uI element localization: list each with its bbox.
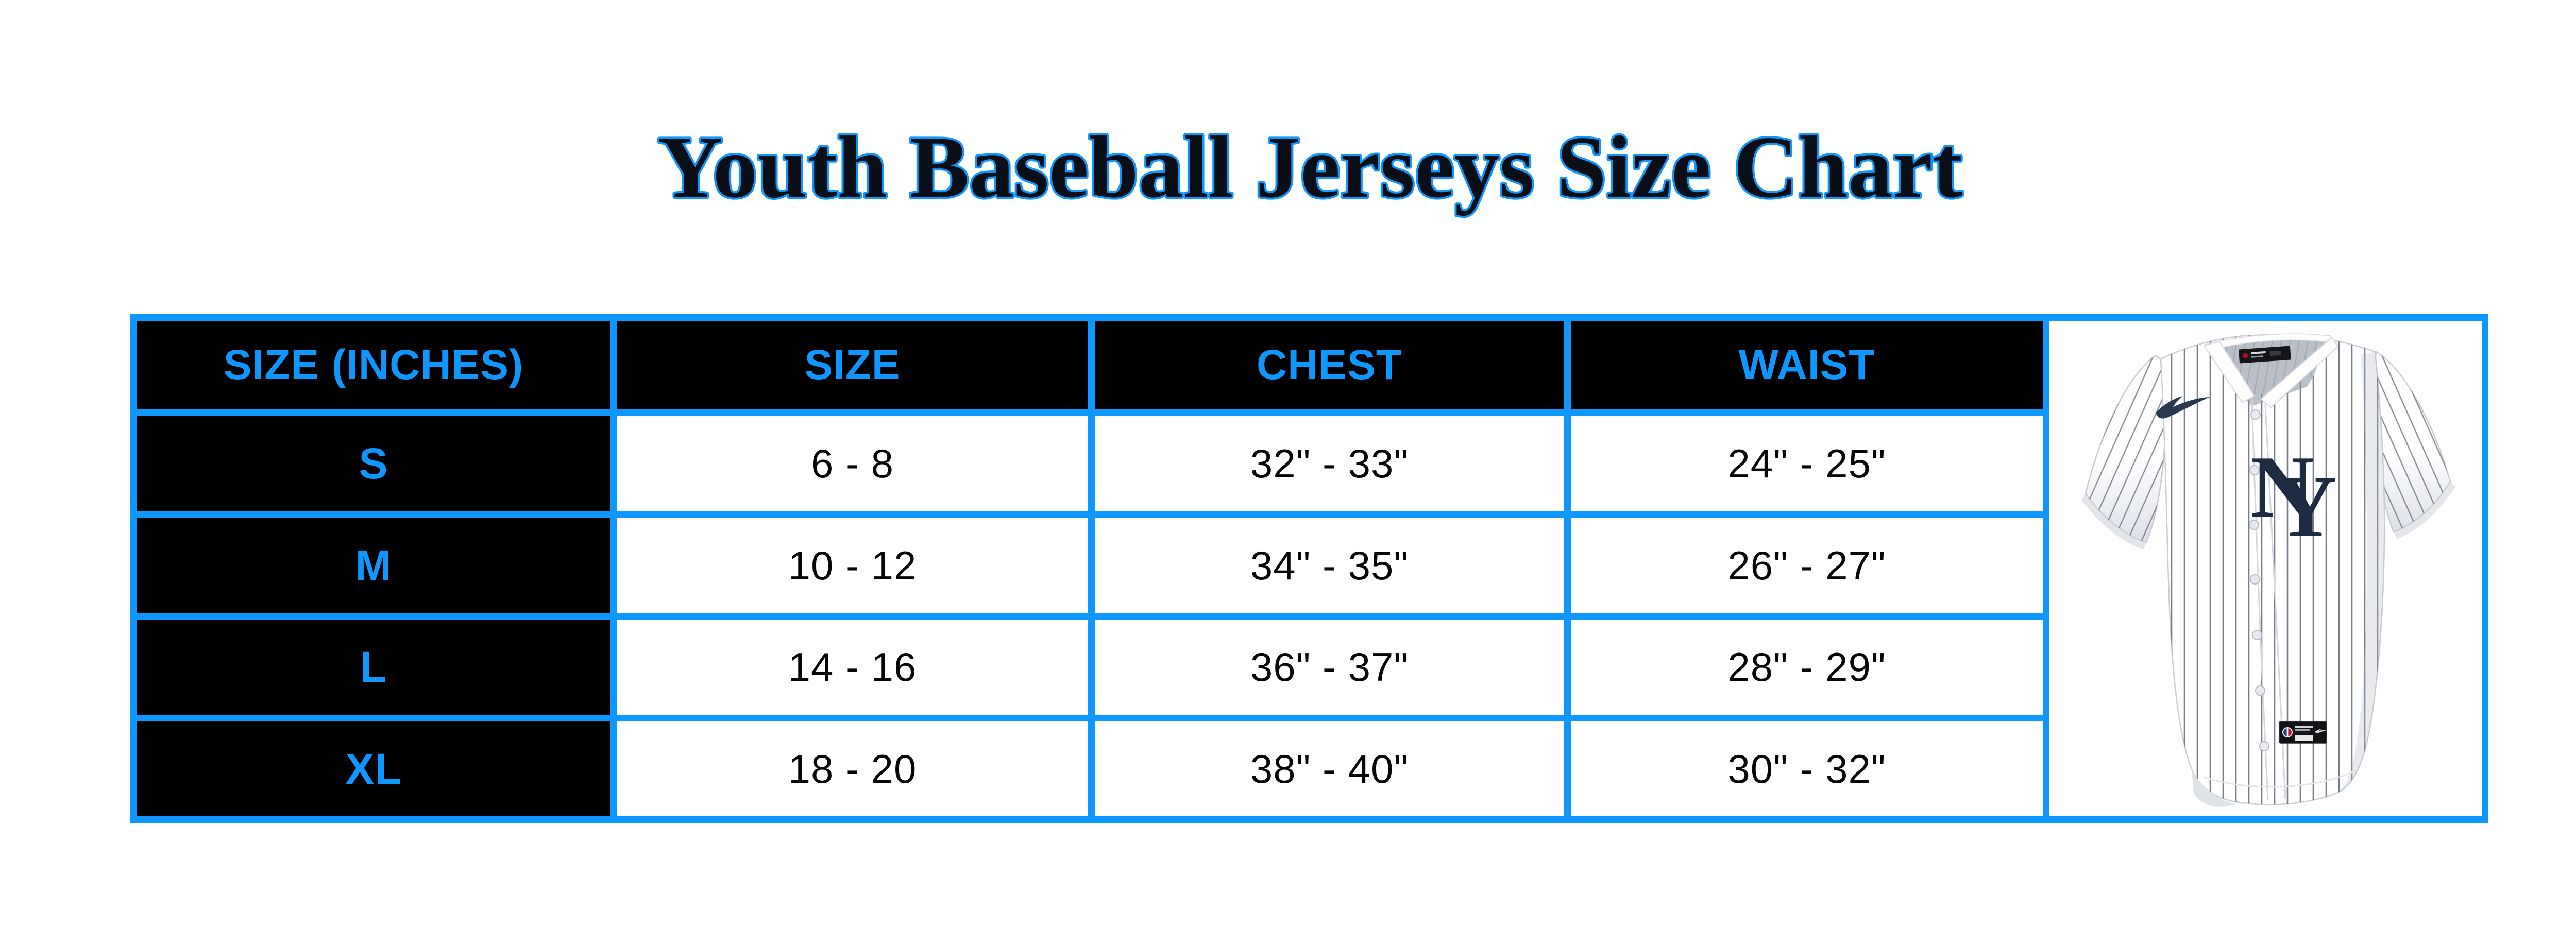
row-label-xl: XL xyxy=(137,721,610,816)
chest-value-s: 32" - 33" xyxy=(1095,416,1564,511)
ny-logo-n: N xyxy=(2250,438,2315,536)
row-label-l: L xyxy=(137,620,610,715)
waist-value-s: 24" - 25" xyxy=(1571,416,2043,511)
jersey-photo-cell: N Y xyxy=(2049,321,2482,816)
waist-value-xl: 30" - 32" xyxy=(1571,721,2043,816)
size-value-xl: 18 - 20 xyxy=(617,721,1088,816)
ny-logo: N Y xyxy=(2250,438,2337,556)
size-value-l: 14 - 16 xyxy=(617,620,1088,715)
ny-logo-y: Y xyxy=(2273,458,2337,556)
column-header-size-inches: SIZE (INCHES) xyxy=(137,321,610,409)
chest-value-l: 36" - 37" xyxy=(1095,620,1564,715)
nike-swoosh-icon xyxy=(2156,396,2210,419)
column-header-waist: WAIST xyxy=(1571,321,2043,409)
size-chart-table: SIZE (INCHES) SIZE CHEST WAIST xyxy=(130,314,2488,823)
jersey-photo: N Y xyxy=(2081,333,2455,807)
jersey-right-sleeve xyxy=(2081,355,2166,549)
page-title-graphic: Youth Baseball Jerseys Size Chart xyxy=(656,116,1964,218)
chest-value-m: 34" - 35" xyxy=(1095,518,1564,613)
row-label-s: S xyxy=(137,416,610,511)
page-title: Youth Baseball Jerseys Size Chart xyxy=(658,118,1962,216)
chest-value-xl: 38" - 40" xyxy=(1095,721,1564,816)
jersey-torso xyxy=(2160,334,2385,807)
jersey-collar xyxy=(2203,333,2339,408)
jock-tag xyxy=(2279,721,2328,744)
size-value-s: 6 - 8 xyxy=(617,416,1088,511)
row-label-m: M xyxy=(137,518,610,613)
jersey-left-sleeve xyxy=(2372,350,2455,539)
waist-value-m: 26" - 27" xyxy=(1571,518,2043,613)
column-header-size: SIZE xyxy=(617,321,1088,409)
waist-value-l: 28" - 29" xyxy=(1571,620,2043,715)
column-header-chest: CHEST xyxy=(1095,321,1564,409)
neck-label xyxy=(2239,346,2291,364)
size-value-m: 10 - 12 xyxy=(617,518,1088,613)
